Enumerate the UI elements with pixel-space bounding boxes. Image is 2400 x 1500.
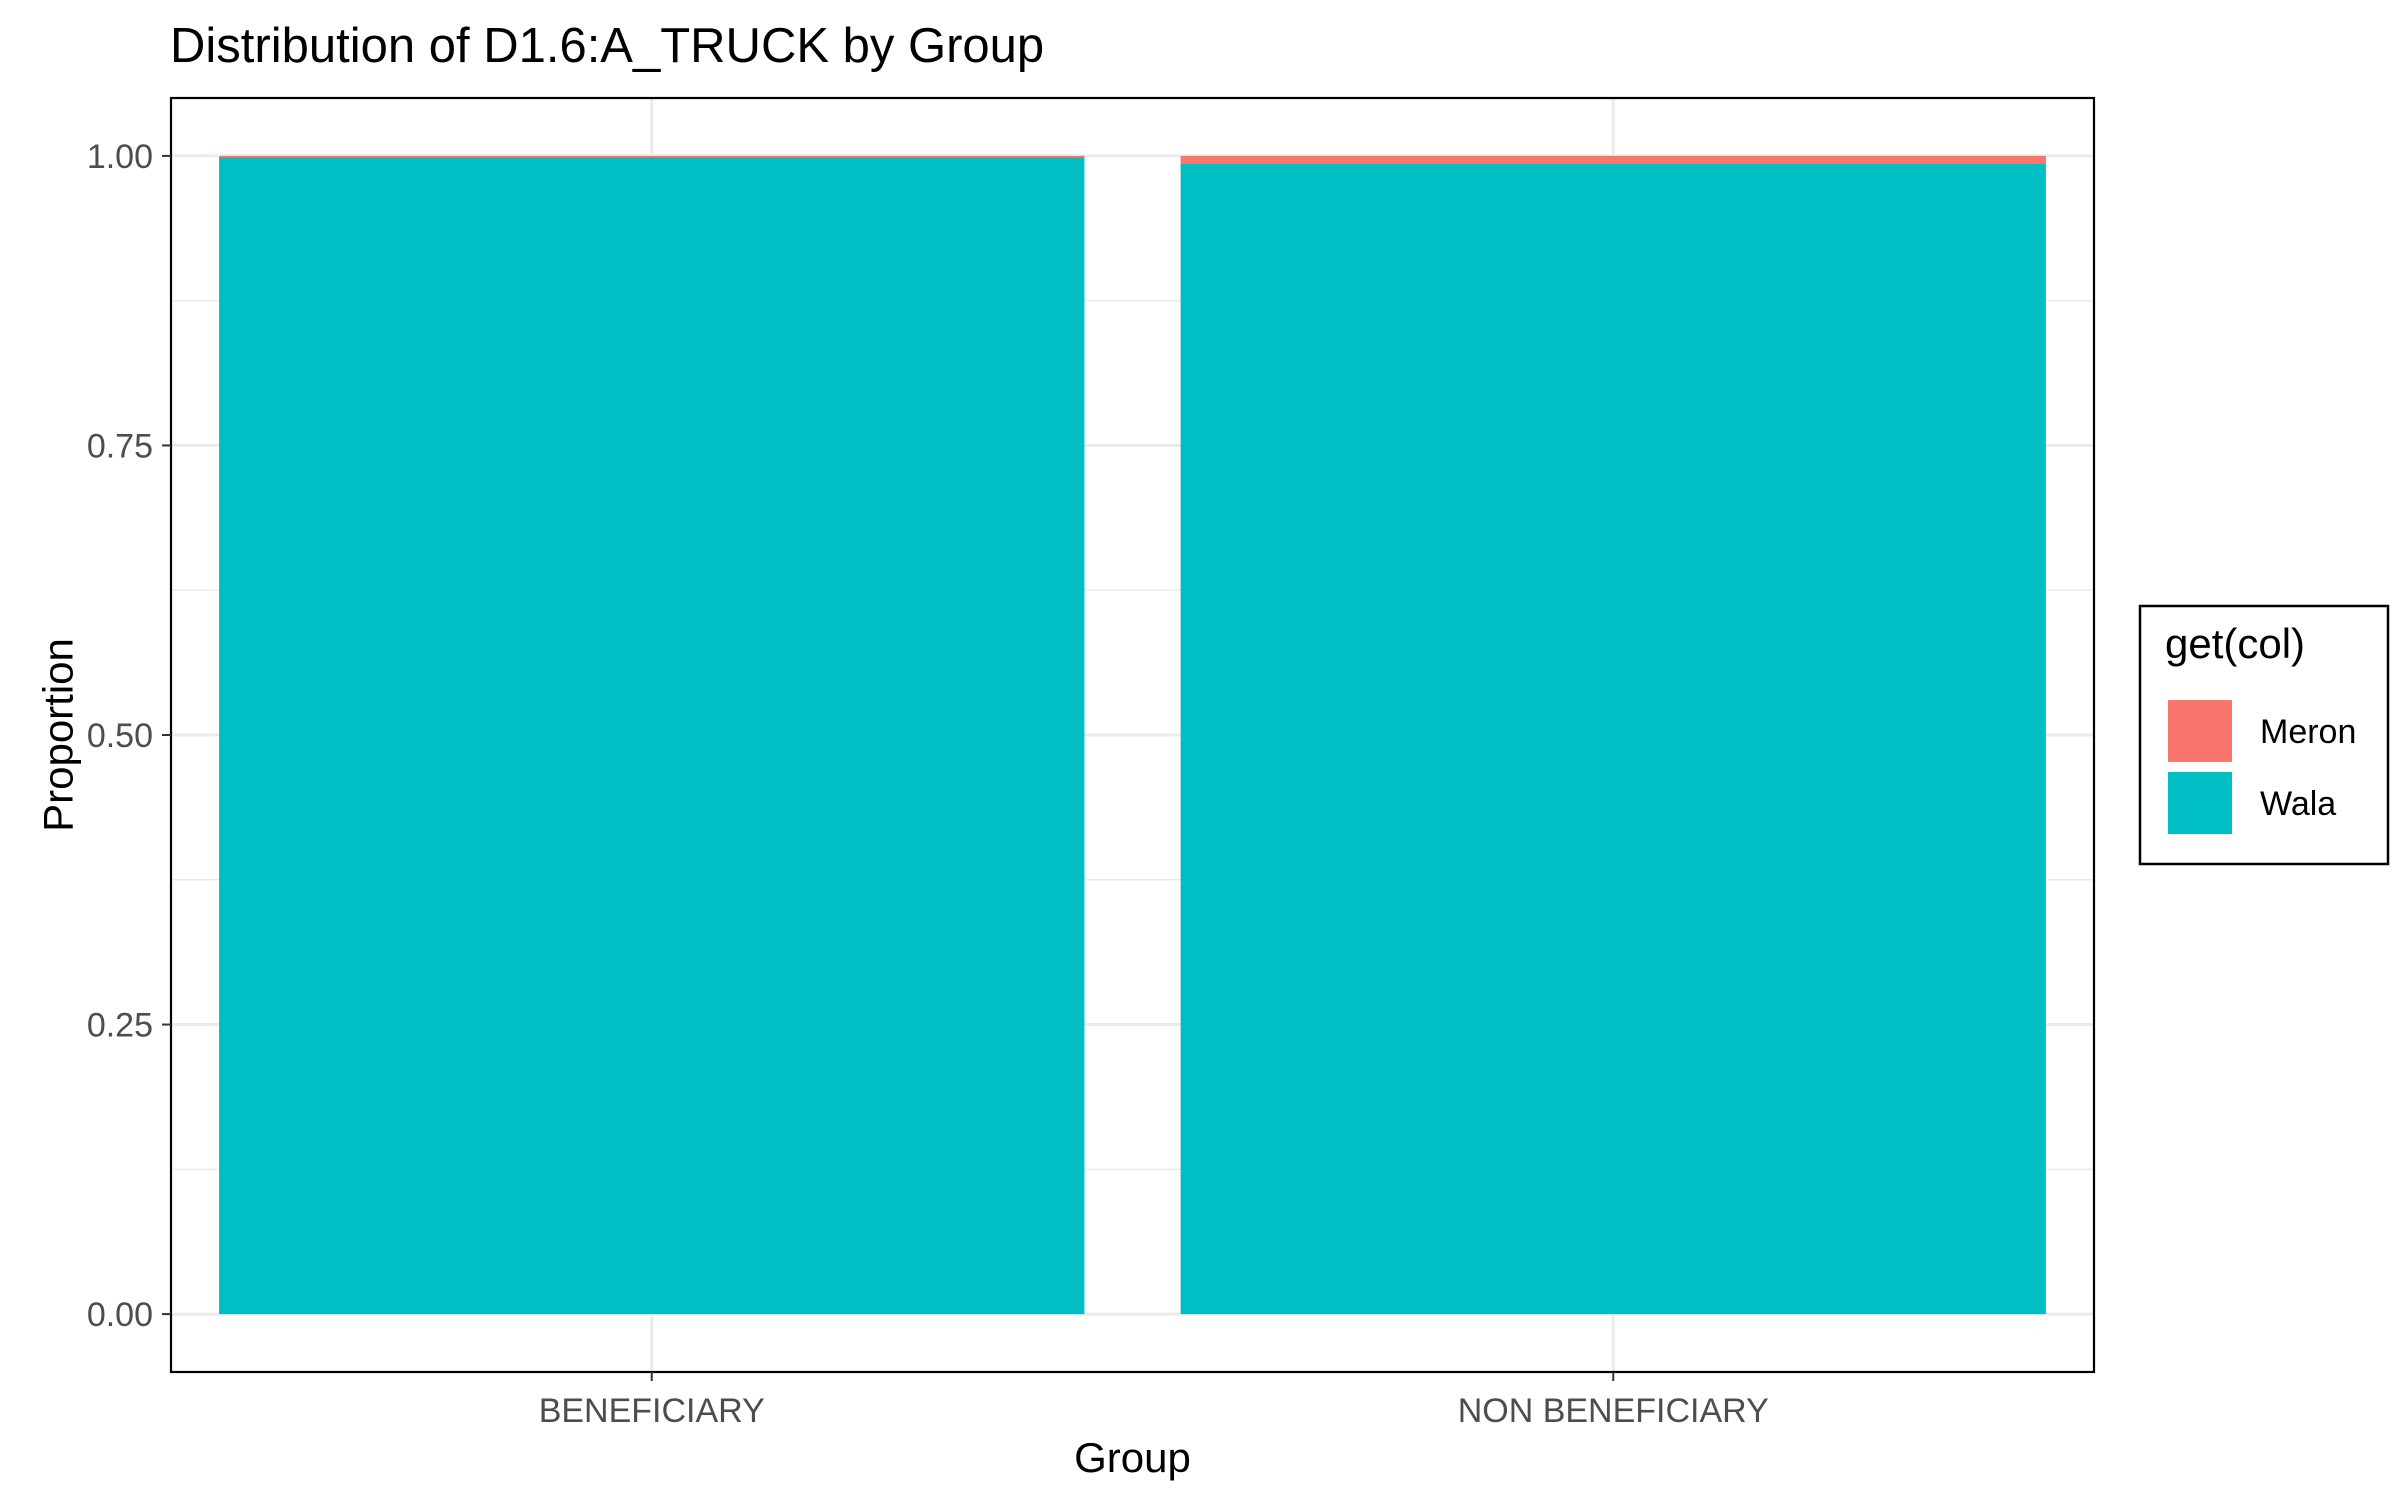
legend: get(col) Meron Wala (2138, 604, 2390, 866)
bar-wala-beneficiary (219, 157, 1085, 1315)
y-tick-label: 0.50 (87, 717, 153, 755)
y-axis-ticks: 0.00 0.25 0.50 0.75 1.00 (87, 138, 171, 1334)
legend-swatch-meron (2168, 700, 2232, 762)
x-axis-title: Group (1074, 1434, 1191, 1481)
bar-meron-non-beneficiary (1180, 155, 2046, 165)
legend-label-wala: Wala (2260, 785, 2336, 823)
x-tick-label: NON BENEFICIARY (1458, 1392, 1769, 1430)
y-tick-label: 0.25 (87, 1007, 153, 1045)
legend-swatch-wala (2168, 772, 2232, 834)
y-tick-label: 0.00 (87, 1296, 153, 1334)
y-tick-label: 0.75 (87, 427, 153, 465)
x-tick-label: BENEFICIARY (539, 1392, 765, 1430)
legend-label-meron: Meron (2260, 713, 2356, 751)
y-axis-title: Proportion (35, 638, 82, 832)
chart-title: Distribution of D1.6:A_TRUCK by Group (170, 19, 1044, 73)
x-axis-ticks: BENEFICIARY NON BENEFICIARY (539, 1372, 1769, 1430)
bar-layer (219, 155, 2046, 1315)
bar-wala-non-beneficiary (1180, 164, 2046, 1315)
y-tick-label: 1.00 (87, 138, 153, 176)
legend-title: get(col) (2165, 620, 2305, 667)
legend-items: Meron Wala (2167, 698, 2356, 836)
bar-meron-beneficiary (219, 155, 1085, 158)
